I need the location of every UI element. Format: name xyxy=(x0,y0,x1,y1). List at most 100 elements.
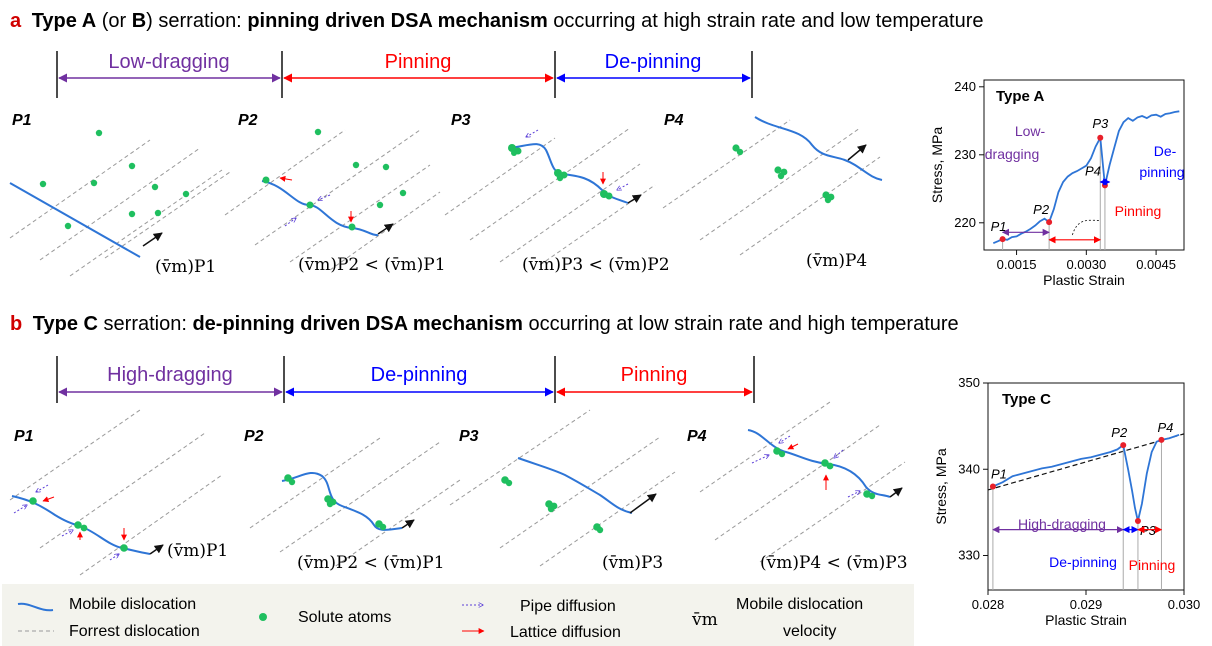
forrest-dislocations xyxy=(444,127,656,266)
svg-text:velocity: velocity xyxy=(783,623,836,640)
mobile-dislocation xyxy=(747,429,891,498)
point-label-p2: P2 xyxy=(1033,202,1050,217)
mobile-dislocation xyxy=(517,457,633,514)
velocity-label-a-p3: (v̄m)P3 < (v̄m)P2 xyxy=(522,255,670,275)
point-p1 xyxy=(999,236,1006,243)
point-label-p3: P3 xyxy=(1140,523,1157,538)
phase-pinning: Pinning xyxy=(621,364,688,386)
plot-frame xyxy=(983,79,1185,251)
pinning-leader xyxy=(1071,219,1101,236)
phase-pinning: Pinning xyxy=(385,51,452,73)
x-axis-label: Plastic Strain xyxy=(1045,612,1127,628)
legend-solute-atoms: Solute atoms xyxy=(259,609,391,626)
panel-a-p2: (v̄m)P2 < (v̄m)P1 xyxy=(224,128,446,275)
legend-lattice-diffusion: Lattice diffusion xyxy=(462,624,621,641)
panel-b-p4: (v̄m)P4 < (v̄m)P3 xyxy=(699,401,908,573)
legend-velocity: v̄m Mobile dislocation velocity xyxy=(691,596,863,640)
panel-a-p4-label: P4 xyxy=(664,112,684,129)
velocity-label-a-p4: (v̄m)P4 xyxy=(806,251,867,271)
x-tick-label: 0.029 xyxy=(1070,597,1103,612)
phase-high-dragging: High-dragging xyxy=(107,364,233,386)
svg-text:Forrest dislocation: Forrest dislocation xyxy=(69,623,200,640)
phase-low-dragging: Low-dragging xyxy=(108,51,229,73)
solute-atoms xyxy=(284,474,387,531)
y-axis-label: Stress, MPa xyxy=(933,448,949,524)
velocity-label-a-p2: (v̄m)P2 < (v̄m)P1 xyxy=(298,255,446,275)
annotation-high-dragging: High-dragging xyxy=(1018,516,1106,532)
section-a-title: a Type A (or B) serration: pinning drive… xyxy=(10,10,984,32)
velocity-label-b-p3: (v̄m)P3 xyxy=(602,553,663,573)
legend: Mobile dislocation Forrest dislocation S… xyxy=(2,584,914,646)
trend-line xyxy=(987,433,1185,491)
panel-a-p3: (v̄m)P3 < (v̄m)P2 xyxy=(444,127,670,275)
mobile-dislocation-swatch xyxy=(17,602,54,612)
velocity-label-b-p2: (v̄m)P2 < (v̄m)P1 xyxy=(297,553,445,573)
x-tick-label: 0.0030 xyxy=(1066,257,1106,272)
solute-atom-swatch xyxy=(259,613,267,621)
svg-text:Mobile dislocation: Mobile dislocation xyxy=(736,596,863,613)
x-tick-label: 0.0015 xyxy=(997,257,1037,272)
panel-a-p2-label: P2 xyxy=(238,112,258,129)
forrest-dislocations xyxy=(9,139,231,277)
y-tick-label: 230 xyxy=(954,147,976,162)
section-a-letter: a xyxy=(10,10,22,32)
stress-strain-curve xyxy=(992,433,1180,522)
section-b-letter: b xyxy=(10,313,22,335)
velocity-label-b-p4: (v̄m)P4 < (v̄m)P3 xyxy=(760,553,908,573)
forrest-dislocations xyxy=(249,437,461,571)
panel-b-p1-label: P1 xyxy=(14,428,34,445)
annotation-dragging: dragging xyxy=(985,146,1040,162)
svg-text:Mobile dislocation: Mobile dislocation xyxy=(69,596,196,613)
point-p3 xyxy=(1134,518,1141,524)
panel-a-p1: (v̄m)P1 xyxy=(9,129,231,277)
velocity-label-b-p1: (v̄m)P1 xyxy=(167,541,228,561)
solute-atoms xyxy=(508,144,613,200)
point-label-p1: P1 xyxy=(991,467,1007,482)
point-p3 xyxy=(1097,134,1104,141)
panel-a-p3-label: P3 xyxy=(451,112,471,129)
y-tick-label: 220 xyxy=(954,215,976,230)
solute-atoms xyxy=(773,447,876,500)
y-tick-label: 350 xyxy=(958,375,980,390)
x-tick-label: 0.030 xyxy=(1168,597,1201,612)
point-label-p4: P4 xyxy=(1085,163,1101,178)
point-p2 xyxy=(1046,219,1053,226)
solute-atoms xyxy=(262,128,407,231)
point-p2 xyxy=(1120,442,1127,449)
point-label-p2: P2 xyxy=(1111,425,1128,440)
x-tick-label: 0.028 xyxy=(972,597,1005,612)
annotation-pinning: Pinning xyxy=(1115,203,1162,219)
annotation-pinning: Pinning xyxy=(1129,557,1176,573)
y-tick-label: 340 xyxy=(958,461,980,476)
velocity-symbol: v̄m xyxy=(691,610,718,630)
chart-type-c: 330 340 350 0.028 0.029 0.030 Plastic Strain St… xyxy=(933,375,1200,628)
panel-b-p3: (v̄m)P3 xyxy=(449,409,676,573)
forrest-dislocations xyxy=(9,409,223,576)
y-axis-label: Stress, MPa xyxy=(929,127,945,203)
section-a-phase-bar: Low-dragging Pinning De-pinning xyxy=(56,51,753,98)
panel-a-p1-label: P1 xyxy=(12,112,32,129)
svg-text:Lattice diffusion: Lattice diffusion xyxy=(510,624,621,641)
mobile-dislocation xyxy=(281,471,403,531)
section-b-phase-bar: High-dragging De-pinning Pinning xyxy=(56,356,755,403)
chart-type-a: 220 230 240 0.0015 0.0030 0.0045 Plastic Strai… xyxy=(929,79,1185,288)
mobile-dislocation xyxy=(754,116,883,181)
y-tick-label: 330 xyxy=(958,548,980,563)
y-tick-label: 240 xyxy=(954,79,976,94)
phase-de-pinning: De-pinning xyxy=(605,51,702,73)
point-p4 xyxy=(1101,182,1108,189)
panel-b-p3-label: P3 xyxy=(459,428,479,445)
point-label-p4: P4 xyxy=(1158,420,1174,435)
panel-a-p4: (v̄m)P4 xyxy=(662,116,883,271)
x-tick-label: 0.0045 xyxy=(1136,257,1176,272)
legend-pipe-diffusion: Pipe diffusion xyxy=(462,598,616,615)
chart-title: Type C xyxy=(1002,391,1051,408)
panel-b-p4-label: P4 xyxy=(687,428,707,445)
solute-atoms xyxy=(39,129,190,230)
mobile-dislocation xyxy=(261,180,379,237)
phase-de-pinning: De-pinning xyxy=(371,364,468,386)
solute-atoms xyxy=(29,497,128,552)
x-axis-label: Plastic Strain xyxy=(1043,272,1125,288)
velocity-label-a-p1: (v̄m)P1 xyxy=(155,257,216,277)
panel-b-p2-label: P2 xyxy=(244,428,264,445)
